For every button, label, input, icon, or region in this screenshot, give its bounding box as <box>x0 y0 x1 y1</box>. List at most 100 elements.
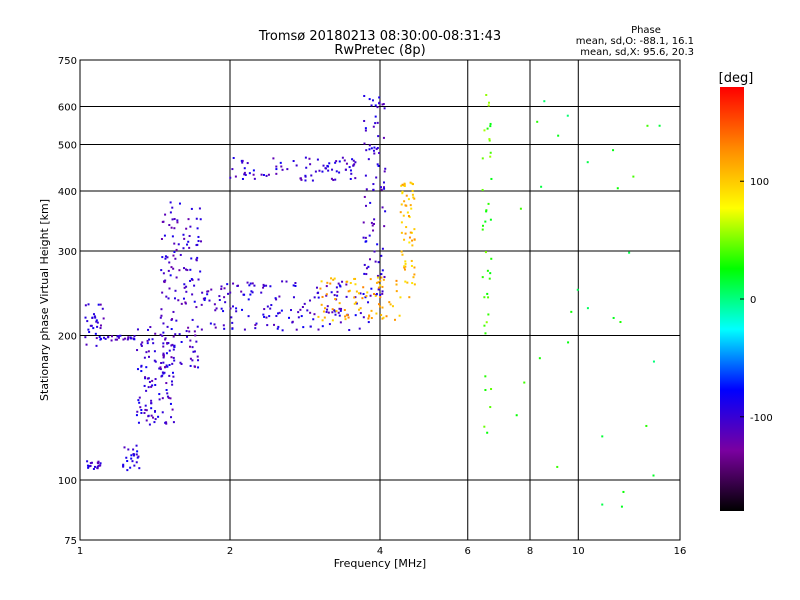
data-point <box>375 281 378 284</box>
data-point <box>489 155 492 158</box>
data-point <box>195 259 198 262</box>
data-point <box>301 306 304 309</box>
data-point <box>171 408 174 411</box>
data-point <box>183 286 186 289</box>
data-point <box>160 375 163 378</box>
y-tick-label: 600 <box>58 103 77 114</box>
data-point <box>240 290 243 293</box>
data-point <box>144 376 147 379</box>
data-point <box>632 175 635 178</box>
data-point <box>345 280 348 283</box>
data-point <box>395 290 398 293</box>
data-point <box>193 350 196 353</box>
data-point <box>220 285 223 288</box>
colorbar-tick-label: -100 <box>750 413 773 424</box>
data-point <box>363 119 366 122</box>
data-point <box>132 448 135 451</box>
data-point <box>227 292 230 295</box>
data-point <box>484 332 487 335</box>
data-point <box>231 305 234 308</box>
data-point <box>244 173 247 176</box>
data-point <box>490 388 493 391</box>
data-point <box>84 316 87 319</box>
data-point <box>173 297 176 300</box>
data-point <box>198 207 201 210</box>
data-point <box>348 329 351 332</box>
y-axis-label: Stationary phase Virtual Height [km] <box>38 199 51 401</box>
data-point <box>193 284 196 287</box>
data-point <box>86 460 89 463</box>
data-point <box>146 328 149 331</box>
data-point <box>253 284 256 287</box>
data-point <box>380 273 383 276</box>
data-point <box>355 302 358 305</box>
data-point <box>162 331 165 334</box>
data-point <box>290 309 293 312</box>
data-point <box>140 411 143 414</box>
data-point <box>94 332 97 335</box>
data-point <box>173 218 176 221</box>
data-point <box>354 314 357 317</box>
data-point <box>136 450 139 453</box>
data-point <box>199 218 202 221</box>
data-point <box>122 338 125 341</box>
data-point <box>275 168 278 171</box>
data-point <box>348 166 351 169</box>
data-point <box>196 355 199 358</box>
data-point <box>88 465 91 468</box>
data-point <box>381 292 384 295</box>
data-point <box>182 233 185 236</box>
data-point <box>117 336 120 339</box>
data-point <box>362 236 365 239</box>
data-point <box>197 359 200 362</box>
chart-subtitle: RwPretec (8p) <box>334 43 425 58</box>
data-point <box>325 294 328 297</box>
data-point <box>96 465 99 468</box>
data-point <box>351 158 354 161</box>
data-point <box>165 422 168 425</box>
data-point <box>193 300 196 303</box>
data-point <box>160 269 163 272</box>
data-point <box>330 177 333 180</box>
data-point <box>243 173 246 176</box>
data-point <box>93 315 96 318</box>
data-point <box>309 299 312 302</box>
data-point <box>126 469 129 472</box>
data-point <box>251 291 254 294</box>
data-point <box>158 393 161 396</box>
data-point <box>334 310 337 313</box>
data-point <box>270 304 273 307</box>
data-point <box>388 301 391 304</box>
data-point <box>376 243 379 246</box>
y-tick-label: 500 <box>58 141 77 152</box>
data-point <box>487 104 490 107</box>
data-point <box>295 164 298 167</box>
data-point <box>171 383 174 386</box>
data-point <box>169 397 172 400</box>
data-point <box>297 311 300 314</box>
data-point <box>616 187 619 190</box>
data-point <box>187 240 190 243</box>
data-point <box>411 282 414 285</box>
data-point <box>372 149 375 152</box>
data-point <box>376 146 379 149</box>
data-point <box>372 229 375 232</box>
data-point <box>269 307 272 310</box>
data-point <box>188 234 191 237</box>
data-point <box>214 309 217 312</box>
data-point <box>199 270 202 273</box>
data-point <box>231 321 234 324</box>
data-point <box>350 172 353 175</box>
data-point <box>87 466 90 469</box>
data-point <box>410 259 413 262</box>
data-point <box>403 265 406 268</box>
data-point <box>401 192 404 195</box>
data-point <box>483 425 486 428</box>
data-point <box>153 421 156 424</box>
data-point <box>161 334 164 337</box>
data-point <box>168 287 171 290</box>
data-point <box>485 210 488 213</box>
data-point <box>369 201 372 204</box>
data-point <box>337 282 340 285</box>
data-point <box>519 207 522 210</box>
